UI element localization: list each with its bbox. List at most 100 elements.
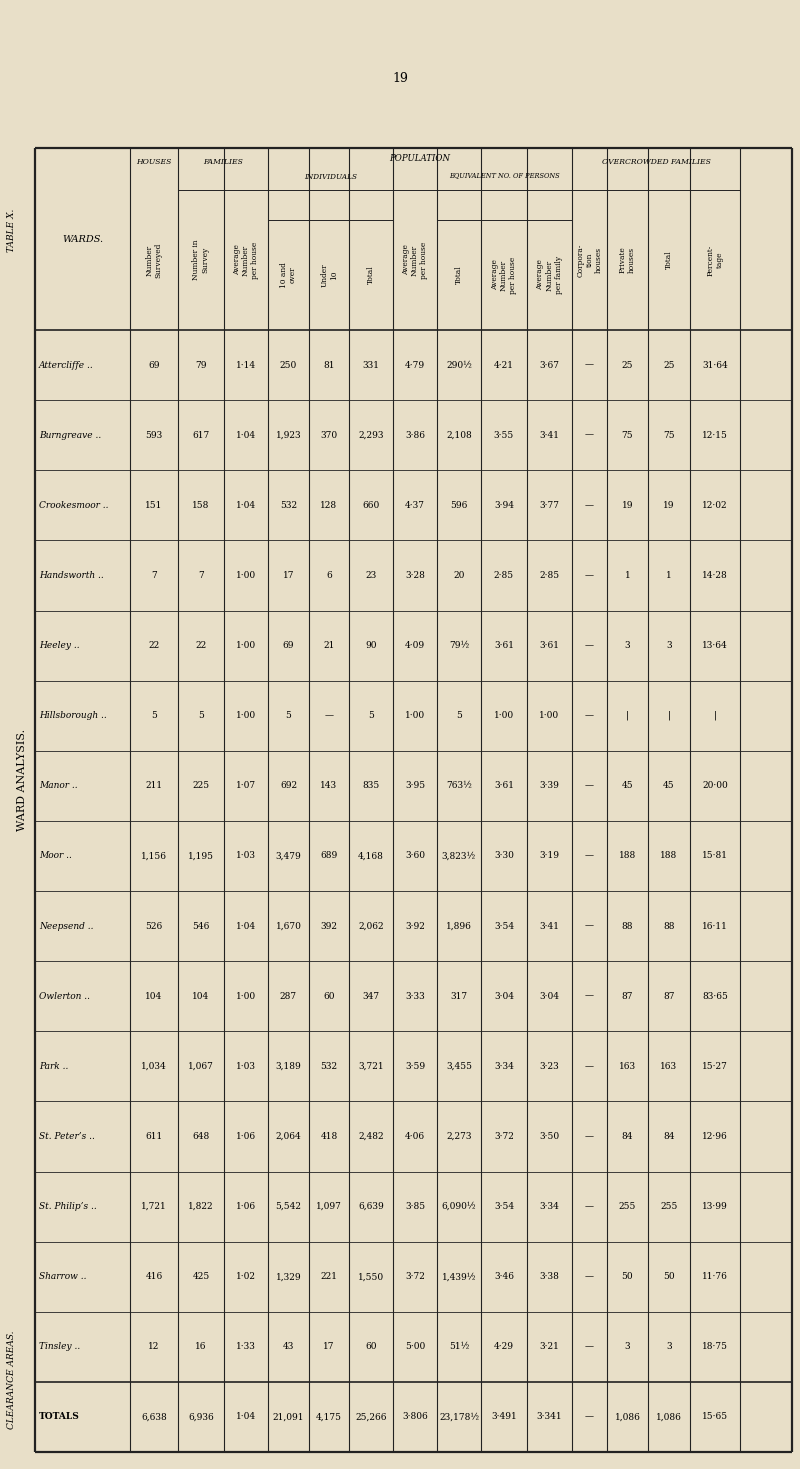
Text: —: — [585, 921, 594, 930]
Text: Handsworth ..: Handsworth .. [39, 571, 104, 580]
Text: WARD ANALYSIS.: WARD ANALYSIS. [17, 729, 27, 831]
Text: 3·41: 3·41 [539, 921, 559, 930]
Text: 5: 5 [151, 711, 157, 720]
Text: 12·15: 12·15 [702, 430, 728, 439]
Text: 1·00: 1·00 [539, 711, 559, 720]
Text: |: | [626, 711, 629, 720]
Text: 3·86: 3·86 [405, 430, 425, 439]
Text: 3·54: 3·54 [494, 1202, 514, 1210]
Text: 104: 104 [192, 992, 210, 1000]
Text: 20·00: 20·00 [702, 782, 728, 790]
Text: Tinsley ..: Tinsley .. [39, 1343, 80, 1351]
Text: 287: 287 [280, 992, 297, 1000]
Text: 1·04: 1·04 [236, 501, 256, 510]
Text: 692: 692 [280, 782, 297, 790]
Text: 211: 211 [146, 782, 162, 790]
Text: 4·06: 4·06 [405, 1133, 425, 1141]
Text: Total: Total [367, 266, 375, 285]
Text: 331: 331 [362, 360, 379, 370]
Text: 370: 370 [321, 430, 338, 439]
Text: 17: 17 [282, 571, 294, 580]
Text: 6,090½: 6,090½ [442, 1202, 476, 1210]
Text: 15·27: 15·27 [702, 1062, 728, 1071]
Text: 88: 88 [663, 921, 674, 930]
Text: 151: 151 [146, 501, 162, 510]
Text: 5: 5 [368, 711, 374, 720]
Text: 255: 255 [660, 1202, 678, 1210]
Text: 2,108: 2,108 [446, 430, 472, 439]
Text: 15·65: 15·65 [702, 1412, 728, 1422]
Text: Private
houses: Private houses [619, 247, 636, 273]
Text: OVERCROWDED FAMILIES: OVERCROWDED FAMILIES [602, 159, 710, 166]
Text: —: — [585, 360, 594, 370]
Text: 81: 81 [323, 360, 334, 370]
Text: St. Peter’s ..: St. Peter’s .. [39, 1133, 95, 1141]
Text: 16·11: 16·11 [702, 921, 728, 930]
Text: 188: 188 [619, 852, 636, 861]
Text: Total: Total [455, 266, 463, 285]
Text: —: — [585, 430, 594, 439]
Text: 69: 69 [282, 640, 294, 651]
Text: 3·33: 3·33 [405, 992, 425, 1000]
Text: 3·21: 3·21 [539, 1343, 559, 1351]
Text: 2·85: 2·85 [494, 571, 514, 580]
Text: 3·61: 3·61 [494, 782, 514, 790]
Text: 617: 617 [192, 430, 210, 439]
Text: 75: 75 [663, 430, 675, 439]
Text: 1·14: 1·14 [236, 360, 256, 370]
Text: 23: 23 [366, 571, 377, 580]
Text: Sharrow ..: Sharrow .. [39, 1272, 86, 1281]
Text: 25,266: 25,266 [355, 1412, 386, 1422]
Text: 20: 20 [454, 571, 465, 580]
Text: EQUIVALENT NO. OF PERSONS: EQUIVALENT NO. OF PERSONS [449, 170, 560, 179]
Text: 4·37: 4·37 [405, 501, 425, 510]
Text: Under
10: Under 10 [320, 263, 338, 286]
Text: 69: 69 [148, 360, 160, 370]
Text: 21: 21 [323, 640, 334, 651]
Text: POPULATION: POPULATION [390, 153, 450, 163]
Text: 3·491: 3·491 [491, 1412, 517, 1422]
Text: 1,156: 1,156 [141, 852, 167, 861]
Text: 611: 611 [146, 1133, 162, 1141]
Text: 45: 45 [663, 782, 675, 790]
Text: 22: 22 [148, 640, 160, 651]
Text: Average
Number
per house: Average Number per house [491, 257, 518, 294]
Text: —: — [585, 640, 594, 651]
Text: 1,034: 1,034 [141, 1062, 167, 1071]
Text: 5: 5 [198, 711, 204, 720]
Text: 392: 392 [321, 921, 338, 930]
Text: WARDS.: WARDS. [62, 235, 103, 244]
Text: 347: 347 [362, 992, 379, 1000]
Text: 50: 50 [663, 1272, 675, 1281]
Text: Average
Number
per house: Average Number per house [402, 241, 428, 279]
Text: —: — [585, 711, 594, 720]
Text: 3·39: 3·39 [539, 782, 559, 790]
Text: 250: 250 [280, 360, 297, 370]
Text: 3·41: 3·41 [539, 430, 559, 439]
Text: 532: 532 [280, 501, 297, 510]
Text: Average
Number
per house: Average Number per house [233, 241, 259, 279]
Text: 60: 60 [366, 1343, 377, 1351]
Text: 6,638: 6,638 [141, 1412, 167, 1422]
Text: 221: 221 [321, 1272, 338, 1281]
Text: 3,455: 3,455 [446, 1062, 472, 1071]
Text: —: — [585, 1272, 594, 1281]
Text: 1·06: 1·06 [236, 1133, 256, 1141]
Text: Moor ..: Moor .. [39, 852, 72, 861]
Text: —: — [585, 1412, 594, 1422]
Text: 25: 25 [622, 360, 634, 370]
Text: 3·50: 3·50 [539, 1133, 559, 1141]
Text: 10 and
over: 10 and over [280, 261, 297, 288]
Text: 3·28: 3·28 [405, 571, 425, 580]
Text: 3·23: 3·23 [540, 1062, 559, 1071]
Text: 3·72: 3·72 [494, 1133, 514, 1141]
Text: 21,091: 21,091 [273, 1412, 304, 1422]
Text: 45: 45 [622, 782, 634, 790]
Text: 22: 22 [195, 640, 206, 651]
Text: Crookesmoor ..: Crookesmoor .. [39, 501, 109, 510]
Text: 5: 5 [456, 711, 462, 720]
Text: 3,721: 3,721 [358, 1062, 384, 1071]
Text: 5·00: 5·00 [405, 1343, 425, 1351]
Text: 1: 1 [625, 571, 630, 580]
Text: TABLE X.: TABLE X. [7, 209, 17, 251]
